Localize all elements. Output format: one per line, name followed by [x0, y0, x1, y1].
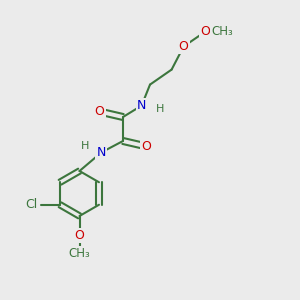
Text: O: O: [142, 140, 151, 153]
Text: H: H: [156, 103, 165, 114]
Text: CH₃: CH₃: [211, 25, 233, 38]
Text: O: O: [95, 105, 104, 118]
Text: N: N: [137, 99, 146, 112]
Text: CH₃: CH₃: [211, 25, 233, 38]
Text: N: N: [137, 99, 146, 112]
Text: O: O: [179, 40, 188, 53]
Text: O: O: [75, 229, 84, 242]
Text: H: H: [80, 141, 89, 151]
Text: O: O: [142, 140, 151, 153]
Text: O: O: [179, 40, 188, 53]
Text: O: O: [95, 105, 104, 118]
Text: O: O: [75, 229, 84, 242]
Text: H: H: [156, 103, 165, 114]
Text: O: O: [201, 25, 210, 38]
Text: N: N: [97, 146, 106, 159]
Text: Cl: Cl: [26, 198, 38, 211]
Text: CH₃: CH₃: [69, 247, 90, 260]
Text: Cl: Cl: [26, 198, 38, 211]
Text: O: O: [201, 25, 210, 38]
Text: H: H: [80, 141, 89, 151]
Text: CH₃: CH₃: [69, 247, 90, 260]
Text: N: N: [97, 146, 106, 159]
